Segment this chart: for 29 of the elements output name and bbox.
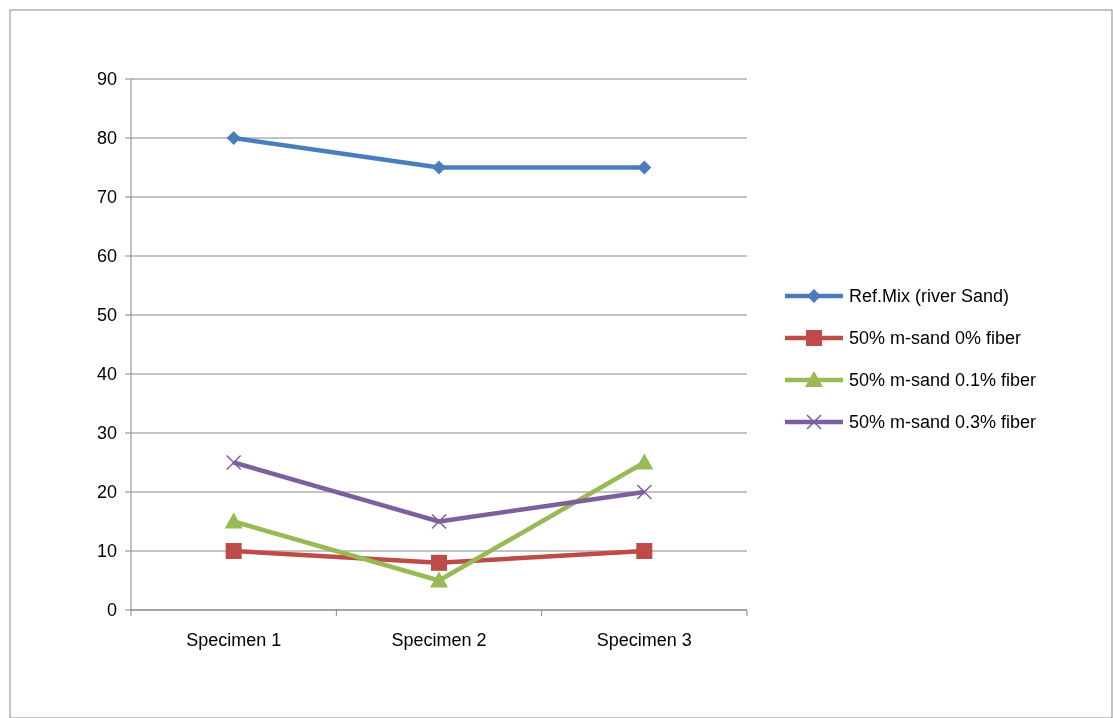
point (432, 160, 446, 175)
point (431, 554, 447, 571)
y-tick-label: 50 (96, 305, 117, 326)
y-tick-label: 0 (106, 600, 117, 621)
x-tick-label: Specimen 1 (186, 630, 282, 650)
y-tick-label: 30 (96, 423, 117, 444)
y-tick-label: 80 (96, 128, 117, 149)
legend-label: Ref.Mix (river Sand) (849, 286, 1010, 307)
point (225, 454, 242, 471)
y-tick-label: 70 (96, 187, 117, 208)
y-tick-label: 90 (96, 69, 117, 90)
point (635, 453, 654, 470)
point (224, 512, 243, 529)
x-tick-label: Specimen 3 (596, 630, 692, 650)
legend-label: 50% m-sand 0.3% fiber (849, 412, 1037, 433)
y-tick-label: 20 (96, 482, 117, 503)
point (225, 543, 242, 559)
y-tick-label: 60 (96, 246, 117, 267)
point (636, 484, 653, 500)
y-tick-label: 40 (96, 364, 117, 385)
legend-label: 50% m-sand 0.1% fiber (849, 370, 1037, 391)
point (636, 543, 653, 559)
point (431, 513, 447, 530)
y-tick-label: 10 (96, 541, 117, 562)
point (637, 160, 652, 175)
point (430, 571, 448, 588)
x-tick-label: Specimen 2 (391, 630, 487, 650)
point (226, 131, 241, 145)
legend-label: 50% m-sand 0% fiber (849, 328, 1022, 349)
